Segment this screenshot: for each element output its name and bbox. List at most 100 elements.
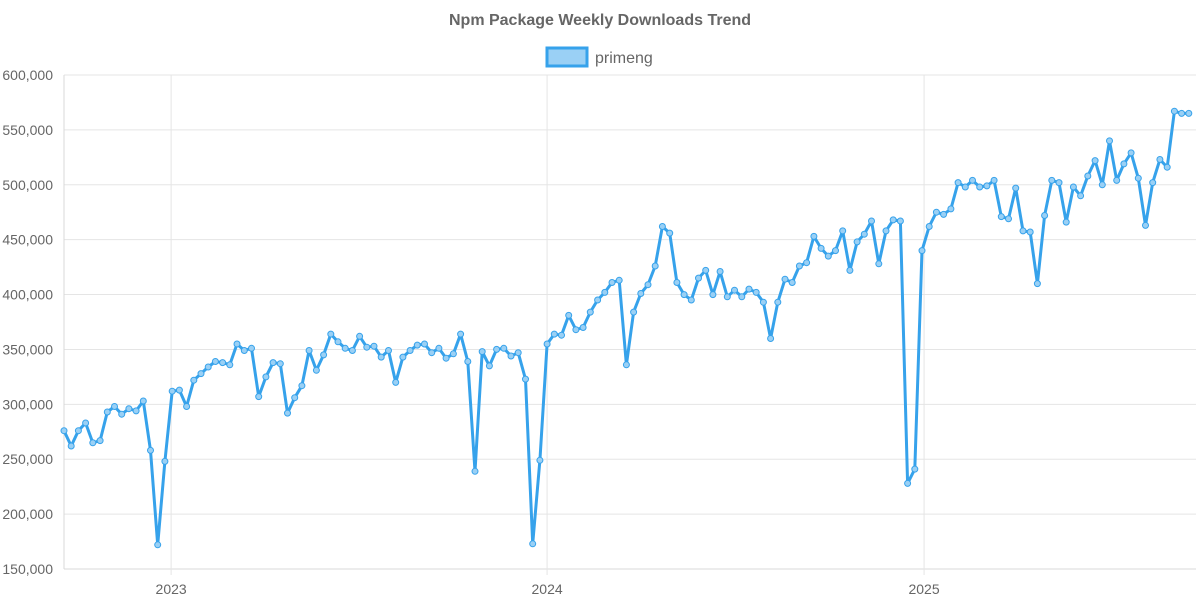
data-point[interactable] (507, 352, 515, 360)
data-point[interactable] (1170, 107, 1178, 115)
data-point[interactable] (961, 183, 969, 191)
data-point[interactable] (219, 359, 227, 367)
data-point[interactable] (586, 308, 594, 316)
data-point[interactable] (478, 348, 486, 356)
data-point[interactable] (558, 331, 565, 339)
data-point[interactable] (601, 288, 609, 296)
data-point[interactable] (269, 359, 277, 367)
data-point[interactable] (406, 347, 414, 354)
data-point[interactable] (471, 467, 479, 475)
data-point[interactable] (608, 279, 616, 286)
data-point[interactable] (298, 382, 306, 390)
data-point[interactable] (197, 370, 205, 378)
data-point[interactable] (312, 366, 320, 374)
data-point[interactable] (817, 244, 825, 252)
data-point[interactable] (1163, 163, 1171, 171)
data-point[interactable] (896, 217, 904, 225)
data-point[interactable] (709, 291, 717, 299)
data-point[interactable] (687, 296, 695, 304)
data-point[interactable] (904, 479, 912, 487)
data-point[interactable] (464, 358, 472, 365)
data-point[interactable] (622, 361, 630, 369)
data-point[interactable] (1156, 156, 1164, 163)
data-point[interactable] (824, 252, 832, 260)
data-point[interactable] (485, 362, 493, 370)
data-point[interactable] (449, 350, 457, 358)
data-point[interactable] (745, 285, 753, 293)
data-point[interactable] (529, 540, 537, 548)
data-point[interactable] (514, 349, 522, 357)
data-point[interactable] (377, 353, 385, 361)
data-point[interactable] (976, 183, 984, 191)
data-point[interactable] (132, 407, 140, 415)
data-point[interactable] (385, 347, 392, 354)
data-point[interactable] (716, 268, 724, 275)
data-point[interactable] (1098, 181, 1106, 189)
data-point[interactable] (399, 353, 407, 361)
data-point[interactable] (781, 275, 789, 283)
data-point[interactable] (1069, 183, 1077, 191)
data-point[interactable] (752, 288, 760, 296)
data-point[interactable] (305, 347, 313, 354)
data-point[interactable] (644, 281, 652, 289)
data-point[interactable] (363, 343, 371, 351)
data-point[interactable] (932, 208, 940, 216)
data-point[interactable] (276, 360, 284, 368)
data-point[interactable] (435, 344, 443, 352)
data-point[interactable] (161, 457, 169, 465)
data-point[interactable] (356, 332, 364, 340)
data-point[interactable] (759, 298, 767, 306)
data-point[interactable] (125, 405, 133, 413)
legend-swatch[interactable] (545, 46, 589, 68)
data-point[interactable] (702, 266, 710, 274)
data-point[interactable] (154, 541, 162, 549)
data-point[interactable] (327, 330, 335, 338)
data-point[interactable] (1106, 137, 1113, 145)
data-point[interactable] (767, 335, 775, 342)
data-point[interactable] (1142, 221, 1149, 229)
data-point[interactable] (940, 210, 948, 218)
data-point[interactable] (651, 262, 659, 270)
data-point[interactable] (990, 176, 998, 184)
data-point[interactable] (320, 351, 328, 359)
data-point[interactable] (74, 427, 82, 435)
data-point[interactable] (211, 358, 219, 365)
data-point[interactable] (615, 276, 623, 284)
data-point[interactable] (1062, 218, 1070, 226)
data-point[interactable] (695, 274, 702, 282)
data-point[interactable] (204, 363, 212, 371)
data-point[interactable] (428, 349, 436, 357)
data-point[interactable] (1178, 109, 1186, 117)
data-point[interactable] (255, 393, 263, 401)
data-point[interactable] (442, 354, 450, 362)
data-point[interactable] (522, 375, 529, 383)
data-point[interactable] (839, 227, 847, 235)
data-point[interactable] (226, 361, 234, 369)
data-point[interactable] (413, 341, 421, 349)
data-point[interactable] (60, 427, 68, 435)
data-point[interactable] (810, 232, 818, 240)
data-point[interactable] (860, 230, 868, 238)
data-point[interactable] (1019, 227, 1027, 235)
data-point[interactable] (1127, 149, 1135, 157)
data-point[interactable] (579, 324, 587, 331)
data-point[interactable] (947, 205, 955, 213)
data-point[interactable] (111, 403, 118, 410)
data-point[interactable] (1185, 109, 1193, 117)
data-point[interactable] (853, 238, 861, 246)
data-point[interactable] (240, 347, 248, 354)
data-point[interactable] (96, 437, 104, 445)
data-point[interactable] (723, 293, 731, 301)
legend-label-primeng[interactable]: primeng (595, 50, 653, 67)
data-point[interactable] (284, 409, 291, 417)
data-point[interactable] (658, 223, 666, 230)
data-point[interactable] (82, 419, 90, 427)
data-point[interactable] (1091, 157, 1099, 165)
data-point[interactable] (291, 394, 299, 402)
data-point[interactable] (147, 446, 154, 454)
data-point[interactable] (795, 262, 803, 270)
data-point[interactable] (1041, 212, 1049, 219)
data-point[interactable] (832, 247, 839, 255)
data-point[interactable] (889, 216, 897, 224)
legend[interactable]: primeng (545, 46, 653, 68)
